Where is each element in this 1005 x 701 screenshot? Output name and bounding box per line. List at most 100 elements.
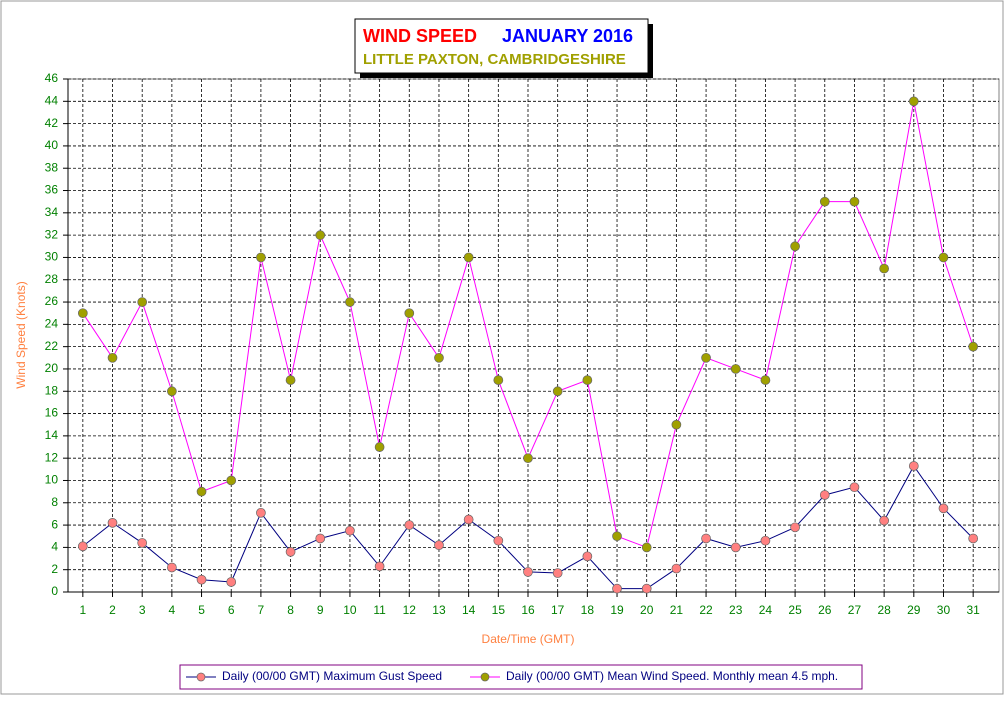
data-point: [701, 533, 711, 544]
y-tick-label: 46: [45, 71, 59, 85]
data-point: [582, 375, 593, 385]
data-point: [790, 241, 800, 252]
data-point: [463, 252, 474, 263]
data-point: [256, 252, 266, 263]
y-tick-label: 32: [45, 227, 59, 241]
data-point: [463, 514, 474, 525]
y-tick-label: 2: [51, 562, 58, 576]
y-tick-label: 16: [45, 406, 59, 420]
data-point: [493, 375, 504, 385]
y-tick-label: 6: [51, 517, 58, 531]
x-tick-label: 31: [966, 603, 980, 617]
data-point: [107, 352, 118, 363]
x-tick-label: 27: [848, 603, 862, 617]
y-tick-label: 18: [45, 383, 59, 397]
x-tick-label: 25: [788, 603, 802, 617]
x-tick-label: 7: [258, 603, 265, 617]
data-point: [760, 535, 771, 546]
data-point: [671, 563, 682, 574]
y-tick-label: 22: [45, 339, 59, 353]
y-tick-label: 34: [45, 205, 59, 219]
data-point: [196, 486, 207, 497]
x-tick-label: 12: [403, 603, 417, 617]
data-point: [77, 541, 88, 552]
data-point: [908, 96, 919, 107]
data-point: [226, 577, 237, 587]
legend: [179, 664, 863, 690]
y-tick-label: 28: [45, 272, 59, 286]
y-tick-label: 10: [45, 473, 59, 487]
x-tick-label: 16: [521, 603, 535, 617]
data-point: [760, 375, 771, 385]
x-tick-label: 4: [169, 603, 176, 617]
data-point: [701, 352, 711, 363]
x-tick-label: 26: [818, 603, 832, 617]
data-point: [908, 461, 919, 471]
data-point: [345, 525, 355, 536]
data-point: [404, 520, 415, 530]
x-tick-label: 5: [198, 603, 205, 617]
x-tick-label: 30: [937, 603, 951, 617]
x-tick-label: 19: [610, 603, 624, 617]
y-tick-label: 20: [45, 361, 59, 375]
data-point: [849, 482, 860, 493]
x-tick-label: 2: [109, 603, 116, 617]
data-point: [938, 252, 949, 263]
data-point: [879, 515, 889, 526]
legend-label: Daily (00/00 GMT) Mean Wind Speed. Month…: [506, 669, 838, 683]
data-point: [552, 386, 563, 397]
y-tick-label: 8: [51, 495, 58, 509]
y-tick-label: 38: [45, 160, 59, 174]
x-tick-label: 3: [139, 603, 146, 617]
y-tick-label: 40: [45, 138, 59, 152]
x-tick-label: 11: [373, 603, 386, 617]
x-tick-label: 28: [877, 603, 891, 617]
data-point: [285, 375, 296, 385]
data-point: [612, 531, 622, 542]
title: JANUARY 2016: [502, 26, 633, 46]
legend-marker: [196, 672, 206, 682]
data-point: [434, 352, 444, 363]
data-point: [137, 297, 148, 307]
data-point: [315, 230, 326, 240]
data-point: [523, 567, 533, 577]
y-tick-label: 4: [51, 540, 58, 554]
x-tick-label: 20: [640, 603, 654, 617]
x-tick-label: 14: [462, 603, 476, 617]
data-point: [315, 533, 326, 544]
y-axis-label: Wind Speed (Knots): [14, 281, 28, 388]
y-tick-label: 44: [45, 93, 59, 107]
y-tick-label: 30: [45, 250, 59, 264]
x-axis-label: Date/Time (GMT): [482, 632, 575, 646]
x-tick-label: 13: [432, 603, 446, 617]
data-point: [345, 297, 355, 307]
data-point: [671, 419, 682, 430]
x-tick-label: 24: [759, 603, 773, 617]
data-point: [77, 308, 88, 319]
data-point: [374, 561, 385, 572]
x-tick-label: 1: [79, 603, 86, 617]
title-box: [354, 18, 649, 74]
data-point: [641, 542, 652, 553]
x-tick-label: 18: [581, 603, 595, 617]
data-point: [226, 475, 237, 486]
y-tick-label: 36: [45, 183, 59, 197]
x-tick-label: 23: [729, 603, 743, 617]
data-point: [523, 453, 533, 464]
x-tick-label: 29: [907, 603, 921, 617]
subtitle: LITTLE PAXTON, CAMBRIDGESHIRE: [363, 51, 626, 68]
data-point: [167, 386, 177, 397]
x-tick-label: 9: [317, 603, 324, 617]
data-point: [552, 568, 563, 578]
y-tick-label: 12: [45, 450, 59, 464]
x-tick-label: 21: [670, 603, 684, 617]
y-tick-label: 0: [51, 584, 58, 598]
data-point: [968, 341, 979, 352]
data-point: [434, 540, 444, 551]
data-point: [374, 442, 385, 452]
legend-label: Daily (00/00 GMT) Maximum Gust Speed: [222, 669, 442, 683]
legend-marker: [480, 672, 490, 682]
data-point: [256, 507, 266, 518]
data-point: [107, 518, 118, 528]
